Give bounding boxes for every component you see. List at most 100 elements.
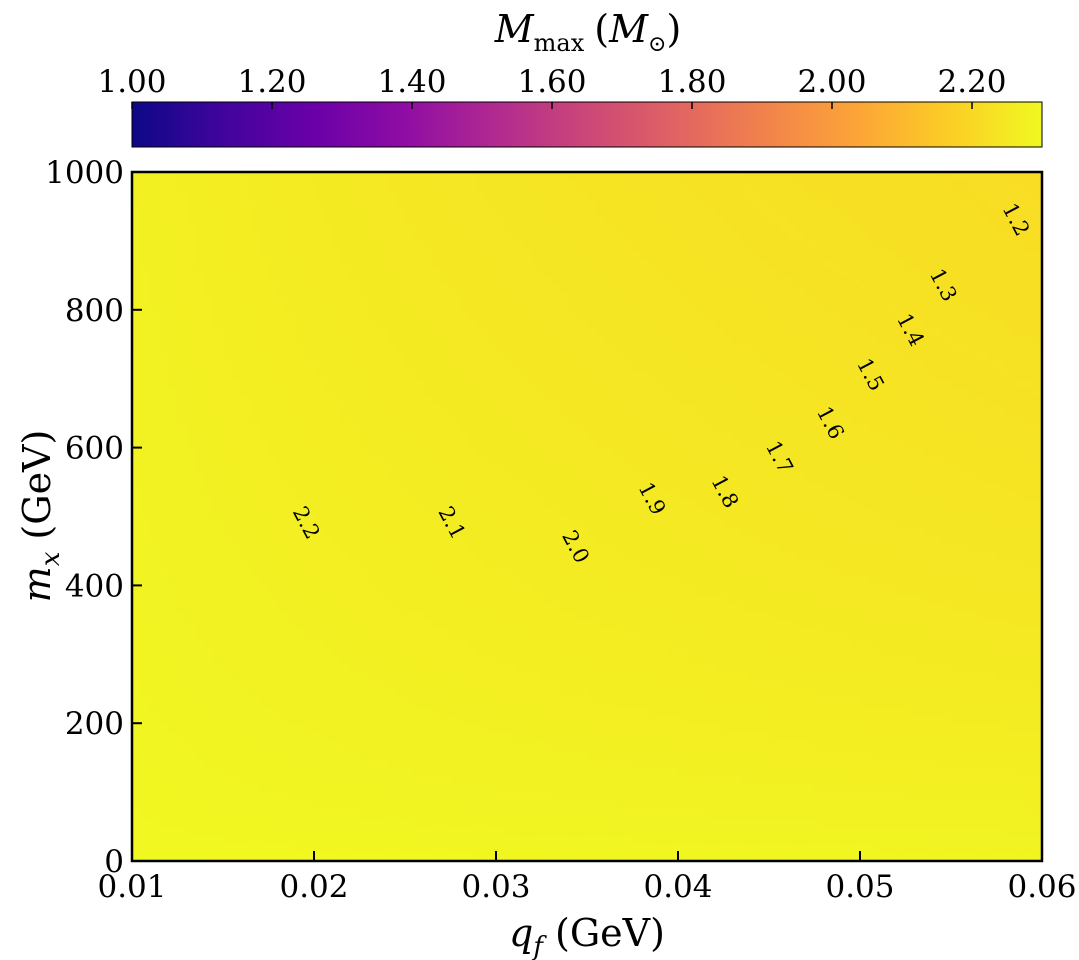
heatmap-cell xyxy=(641,215,652,225)
heatmap-cell xyxy=(386,628,397,638)
heatmap-cell xyxy=(223,637,233,647)
heatmap-cell xyxy=(423,688,433,698)
heatmap-cell xyxy=(232,516,242,526)
heatmap-cell xyxy=(186,559,197,569)
heatmap-cell xyxy=(304,740,315,750)
heatmap-cell xyxy=(505,378,515,388)
heatmap-cell xyxy=(332,740,342,750)
heatmap-cell xyxy=(432,215,442,225)
heatmap-cell xyxy=(141,499,151,509)
heatmap-cell xyxy=(295,490,306,500)
heatmap-cell xyxy=(541,637,552,647)
heatmap-cell xyxy=(405,206,415,216)
heatmap-cell xyxy=(541,654,552,664)
heatmap-cell xyxy=(614,525,624,535)
heatmap-cell xyxy=(377,438,388,449)
heatmap-cell xyxy=(186,318,197,328)
heatmap-cell xyxy=(632,817,643,828)
heatmap-cell xyxy=(687,645,697,655)
heatmap-cell xyxy=(486,447,497,457)
heatmap-cell xyxy=(304,499,315,509)
heatmap-cell xyxy=(632,361,643,371)
heatmap-cell xyxy=(450,731,461,742)
heatmap-cell xyxy=(505,637,515,647)
heatmap-cell xyxy=(596,705,606,716)
heatmap-cell xyxy=(341,335,351,345)
heatmap-cell xyxy=(477,180,488,190)
heatmap-cell xyxy=(650,585,661,595)
heatmap-cell xyxy=(659,335,670,345)
heatmap-cell xyxy=(623,594,634,604)
heatmap-cell xyxy=(468,361,479,371)
heatmap-cell xyxy=(687,757,697,767)
heatmap-cell xyxy=(650,215,661,225)
heatmap-cell xyxy=(323,232,333,242)
heatmap-cell xyxy=(459,352,470,363)
heatmap-cell xyxy=(432,283,442,294)
heatmap-cell xyxy=(568,817,579,828)
heatmap-cell xyxy=(596,430,606,440)
heatmap-cell xyxy=(332,542,342,552)
heatmap-cell xyxy=(286,275,297,285)
heatmap-cell xyxy=(596,792,606,802)
heatmap-cell xyxy=(559,542,570,552)
heatmap-cell xyxy=(141,645,151,655)
heatmap-cell xyxy=(605,516,615,526)
heatmap-cell xyxy=(596,688,606,698)
heatmap-cell xyxy=(268,585,279,595)
heatmap-cell xyxy=(568,387,579,397)
heatmap-cell xyxy=(659,404,670,414)
heatmap-cell xyxy=(641,594,652,604)
heatmap-cell xyxy=(332,421,342,431)
heatmap-cell xyxy=(614,507,624,518)
heatmap-cell xyxy=(195,817,206,828)
heatmap-cell xyxy=(141,249,151,259)
heatmap-cell xyxy=(395,344,406,354)
heatmap-cell xyxy=(405,749,415,759)
heatmap-cell xyxy=(395,404,406,414)
heatmap-cell xyxy=(596,507,606,518)
heatmap-cell xyxy=(386,344,397,354)
heatmap-cell xyxy=(559,464,570,475)
heatmap-cell xyxy=(668,283,679,294)
heatmap-cell xyxy=(241,550,251,561)
heatmap-cell xyxy=(568,464,579,475)
heatmap-cell xyxy=(687,232,697,242)
heatmap-cell xyxy=(395,430,406,440)
heatmap-cell xyxy=(132,680,142,690)
heatmap-cell xyxy=(368,594,379,604)
heatmap-cell xyxy=(141,723,151,733)
heatmap-cell xyxy=(550,766,561,776)
heatmap-cell xyxy=(687,525,697,535)
heatmap-cell xyxy=(614,594,624,604)
heatmap-cell xyxy=(232,731,242,742)
heatmap-cell xyxy=(177,464,188,475)
heatmap-cell xyxy=(596,352,606,363)
heatmap-cell xyxy=(423,456,433,466)
heatmap-cell xyxy=(496,723,506,733)
heatmap-cell xyxy=(213,309,224,320)
heatmap-cell xyxy=(659,240,670,251)
heatmap-cell xyxy=(678,559,688,569)
heatmap-cell xyxy=(195,835,206,845)
heatmap-cell xyxy=(414,585,424,595)
heatmap-cell xyxy=(650,344,661,354)
heatmap-cell xyxy=(632,714,643,724)
heatmap-cell xyxy=(668,852,679,861)
heatmap-cell xyxy=(486,576,497,586)
heatmap-cell xyxy=(523,352,533,363)
heatmap-cell xyxy=(268,705,279,716)
heatmap-cell xyxy=(159,740,169,750)
heatmap-cell xyxy=(650,335,661,345)
heatmap-cell xyxy=(477,215,488,225)
heatmap-cell xyxy=(577,723,588,733)
heatmap-cell xyxy=(177,766,188,776)
heatmap-cell xyxy=(259,309,270,320)
heatmap-cell xyxy=(678,378,688,388)
heatmap-cell xyxy=(168,456,179,466)
heatmap-cell xyxy=(641,395,652,406)
heatmap-cell xyxy=(177,404,188,414)
heatmap-cell xyxy=(432,413,442,423)
heatmap-cell xyxy=(195,654,206,664)
heatmap-cell xyxy=(295,275,306,285)
